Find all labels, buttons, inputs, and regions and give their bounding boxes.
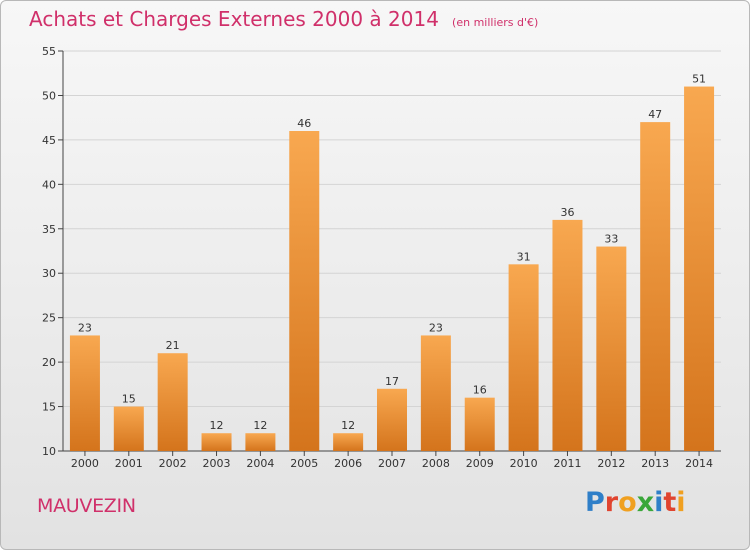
bar-2000	[69, 335, 100, 451]
bar-2003	[201, 433, 232, 451]
x-tick-label: 2000	[71, 457, 99, 470]
y-tick-label: 45	[42, 134, 56, 147]
axes: 10 15 20 25 30 35 40 45 50 55 2000 2001 2002 2003 2004…	[42, 45, 721, 470]
value-label: 23	[78, 321, 92, 334]
x-tick-label: 2013	[641, 457, 669, 470]
x-tick-label: 2005	[290, 457, 318, 470]
y-tick-label: 30	[42, 267, 56, 280]
value-label: 12	[341, 419, 355, 432]
x-tick-label: 2006	[334, 457, 362, 470]
town-name: MAUVEZIN	[37, 495, 136, 517]
bar-2004	[245, 433, 276, 451]
bar-2009	[464, 397, 495, 451]
value-label: 36	[560, 206, 574, 219]
bar-2008	[420, 335, 451, 451]
value-label: 51	[692, 73, 706, 86]
x-tick-label: 2008	[422, 457, 450, 470]
x-tick-label: 2012	[597, 457, 625, 470]
value-label: 17	[385, 375, 399, 388]
bar-2014	[684, 86, 715, 452]
x-tick-label: 2009	[466, 457, 494, 470]
brand-letter: P	[585, 487, 605, 518]
value-label: 12	[210, 419, 224, 432]
value-label: 16	[473, 384, 487, 397]
brand-letter: i	[676, 487, 686, 518]
brand-letter: o	[618, 487, 637, 518]
bar-2012	[596, 246, 627, 451]
bar-2013	[640, 122, 671, 451]
y-tick-label: 50	[42, 89, 56, 102]
bar-2006	[333, 433, 364, 451]
x-tick-label: 2011	[553, 457, 581, 470]
bars	[69, 86, 715, 452]
value-label: 47	[648, 108, 662, 121]
x-tick-label: 2007	[378, 457, 406, 470]
x-tick-label: 2002	[159, 457, 187, 470]
x-tick-label: 2010	[510, 457, 538, 470]
y-tick-label: 15	[42, 401, 56, 414]
bar-2007	[377, 388, 407, 451]
bar-2002	[157, 353, 188, 451]
value-label: 21	[166, 339, 180, 352]
value-label: 12	[253, 419, 267, 432]
y-tick-label: 20	[42, 356, 56, 369]
chart-unit: (en milliers d'€)	[452, 16, 539, 29]
value-label: 31	[517, 250, 531, 263]
chart-title: Achats et Charges Externes 2000 à 2014	[29, 7, 439, 31]
x-tick-label: 2003	[203, 457, 231, 470]
y-tick-label: 35	[42, 223, 56, 236]
value-label: 33	[604, 233, 618, 246]
bar-2005	[289, 131, 320, 451]
y-tick-label: 40	[42, 178, 56, 191]
bar-2001	[113, 406, 144, 451]
bar-2010	[508, 264, 539, 451]
x-tick-label: 2014	[685, 457, 713, 470]
brand-letter: i	[654, 487, 664, 518]
value-label: 46	[297, 117, 311, 130]
y-tick-label: 10	[42, 445, 56, 458]
title-area: Achats et Charges Externes 2000 à 2014 (…	[29, 7, 538, 31]
x-tick-label: 2001	[115, 457, 143, 470]
value-label: 15	[122, 393, 136, 406]
y-tick-label: 25	[42, 312, 56, 325]
brand-letter: r	[604, 487, 619, 518]
proxiti-logo: Proxiti	[585, 487, 686, 518]
bar-2011	[552, 219, 583, 451]
brand-letter: x	[636, 487, 655, 518]
brand-letter: t	[663, 487, 677, 518]
value-label: 23	[429, 321, 443, 334]
y-tick-label: 55	[42, 45, 56, 58]
x-tick-label: 2004	[246, 457, 274, 470]
data-labels: 23 15 21 12 12 46 12 17 23 16 31 36 33 47 51	[78, 73, 706, 433]
